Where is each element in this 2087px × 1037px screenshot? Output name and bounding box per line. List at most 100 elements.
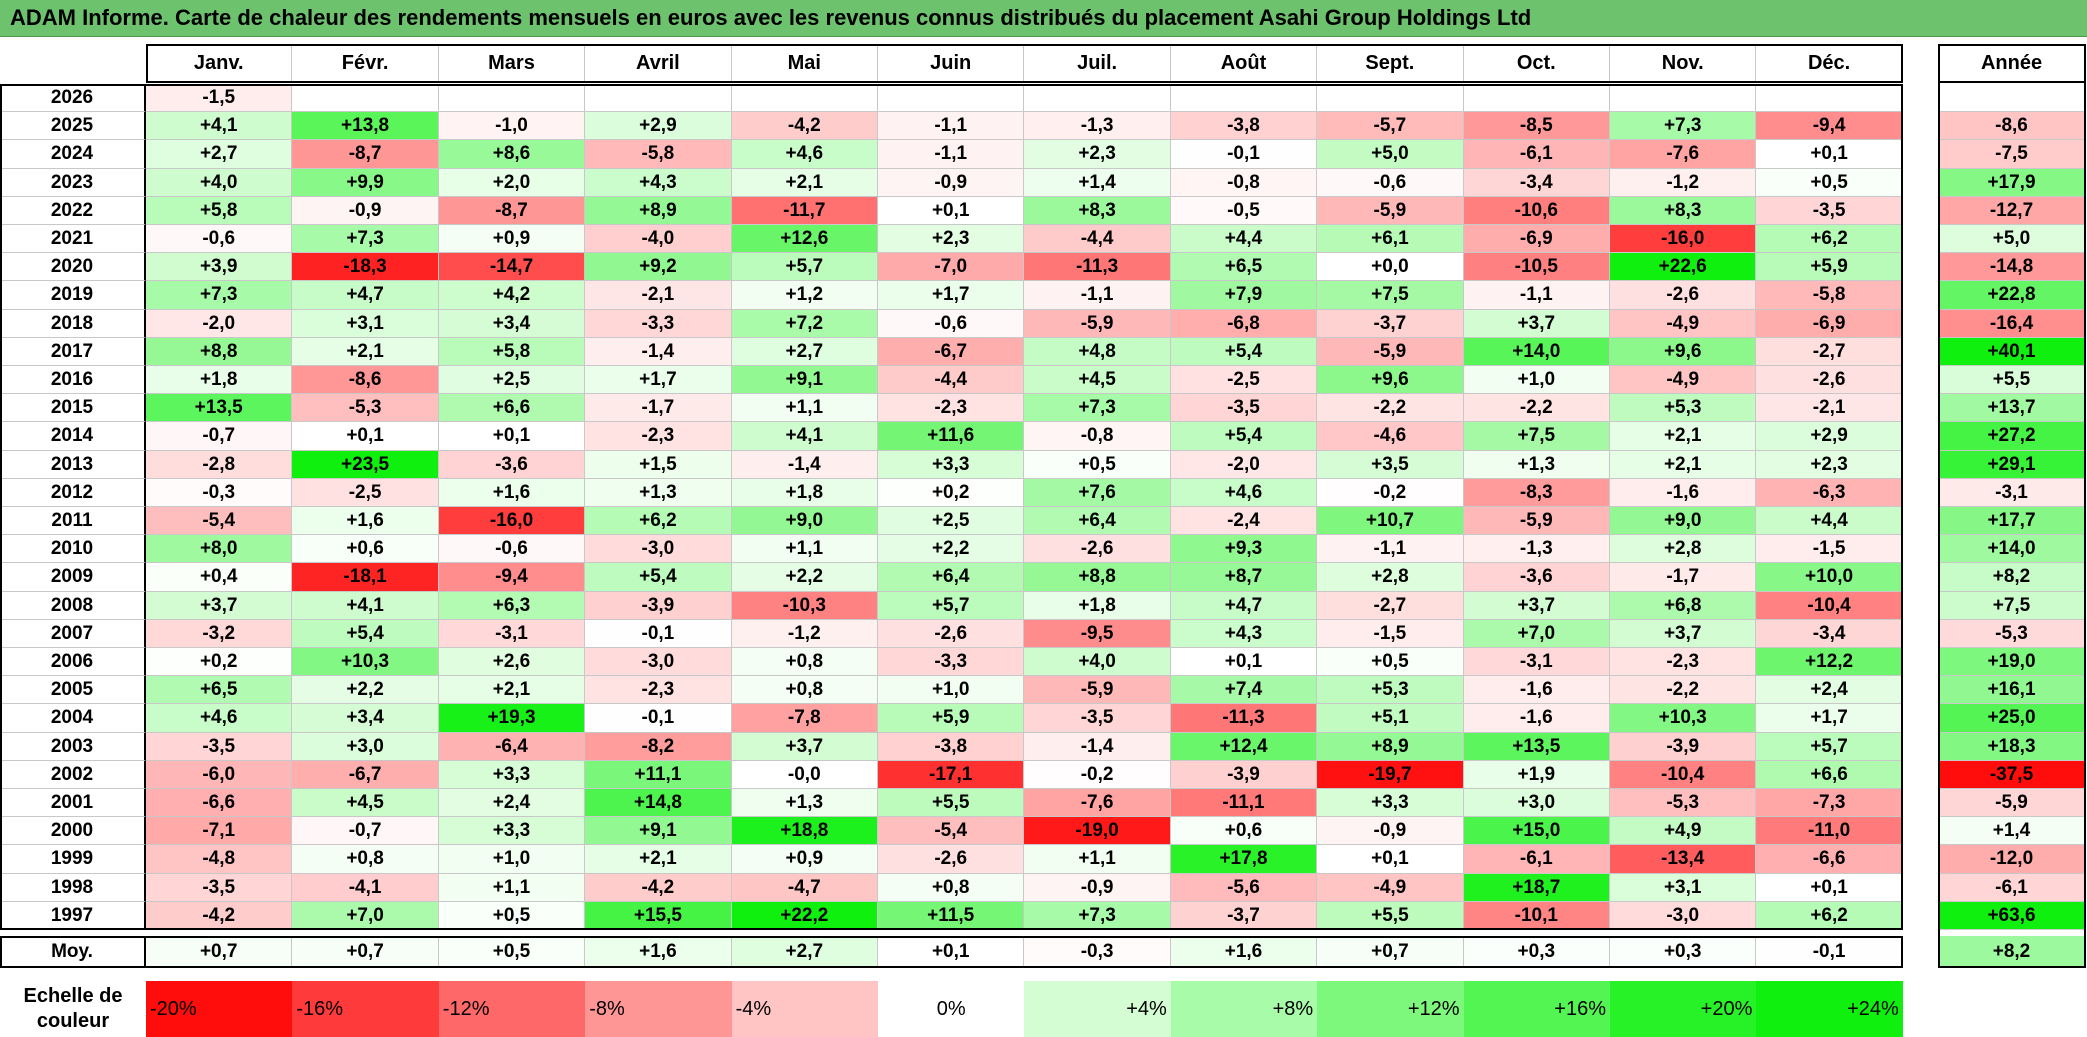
heatmap-cell: +5,7 bbox=[731, 253, 878, 282]
heatmap-cell: -5,4 bbox=[146, 507, 293, 536]
average-cell: +0,5 bbox=[438, 936, 586, 968]
heatmap-cell: -3,9 bbox=[1170, 760, 1318, 789]
heatmap-cell: -2,6 bbox=[878, 619, 1025, 648]
heatmap-cell: +8,6 bbox=[438, 140, 586, 169]
row-year-label: 2024 bbox=[0, 140, 146, 169]
annual-cell: +27,2 bbox=[1938, 422, 2086, 451]
heatmap-cell: +7,3 bbox=[1024, 394, 1171, 423]
heatmap-cell: +8,0 bbox=[146, 535, 293, 564]
heatmap-cell: -0,6 bbox=[438, 535, 586, 564]
heatmap-cell: -3,6 bbox=[1463, 563, 1610, 592]
heatmap-cell: -1,6 bbox=[1463, 704, 1610, 733]
column-header: Mai bbox=[731, 44, 878, 83]
heatmap-cell: -5,4 bbox=[878, 817, 1025, 846]
heatmap-cell: +1,8 bbox=[731, 478, 878, 507]
heatmap-cell: +0,1 bbox=[1317, 845, 1464, 874]
heatmap-cell: -1,4 bbox=[1024, 732, 1171, 761]
average-cell: +0,7 bbox=[1317, 936, 1464, 968]
heatmap-cell: -5,7 bbox=[1317, 112, 1464, 141]
heatmap-cell: +4,1 bbox=[146, 112, 293, 141]
heatmap-cell: -2,6 bbox=[878, 845, 1025, 874]
row-year-label: 2025 bbox=[0, 112, 146, 141]
heatmap-cell: +13,5 bbox=[1463, 732, 1610, 761]
row-year-label: 2018 bbox=[0, 309, 146, 338]
heatmap-cell: +17,8 bbox=[1170, 845, 1318, 874]
heatmap-cell: +3,3 bbox=[438, 817, 586, 846]
heatmap-cell: -6,1 bbox=[1463, 140, 1610, 169]
heatmap-cell: +8,8 bbox=[146, 337, 293, 366]
heatmap-cell: +5,3 bbox=[1317, 676, 1464, 705]
heatmap-cell: -6,0 bbox=[146, 760, 293, 789]
heatmap-cell: +6,4 bbox=[1024, 507, 1171, 536]
heatmap-cell: -2,5 bbox=[292, 478, 439, 507]
column-header: Juin bbox=[878, 44, 1025, 83]
column-header: Déc. bbox=[1756, 44, 1903, 83]
heatmap-cell: +7,3 bbox=[146, 281, 293, 310]
heatmap-cell: -8,6 bbox=[292, 366, 439, 395]
annual-cell bbox=[1938, 84, 2086, 113]
heatmap-cell: +4,2 bbox=[438, 281, 586, 310]
heatmap-cell: -0,0 bbox=[731, 760, 878, 789]
heatmap-cell: +13,8 bbox=[292, 112, 439, 141]
heatmap-cell: +7,6 bbox=[1024, 478, 1171, 507]
heatmap-cell: -4,6 bbox=[1317, 422, 1464, 451]
annual-cell: -14,8 bbox=[1938, 253, 2086, 282]
heatmap-cell: -6,1 bbox=[1463, 845, 1610, 874]
heatmap-cell: +2,1 bbox=[731, 168, 878, 197]
heatmap-cell: -2,7 bbox=[1317, 591, 1464, 620]
heatmap-cell: -3,7 bbox=[1317, 309, 1464, 338]
heatmap-cell: +1,7 bbox=[1756, 704, 1903, 733]
heatmap-cell: +4,5 bbox=[1024, 366, 1171, 395]
color-scale-stop: +4% bbox=[1024, 981, 1171, 1037]
heatmap-cell: -3,5 bbox=[1756, 196, 1903, 225]
annual-cell: -16,4 bbox=[1938, 309, 2086, 338]
heatmap-cell: -3,2 bbox=[146, 619, 293, 648]
heatmap-cell: +1,8 bbox=[146, 366, 293, 395]
color-scale-stop: +20% bbox=[1610, 981, 1757, 1037]
heatmap-cell: +2,1 bbox=[1610, 422, 1757, 451]
color-scale-stop: +24% bbox=[1756, 981, 1903, 1037]
color-scale-stop: +16% bbox=[1463, 981, 1610, 1037]
heatmap-cell: -6,6 bbox=[146, 789, 293, 818]
heatmap-cell: +2,8 bbox=[1317, 563, 1464, 592]
heatmap-cell: -9,5 bbox=[1024, 619, 1171, 648]
heatmap-cell: -5,9 bbox=[1463, 507, 1610, 536]
heatmap-cell: -2,4 bbox=[1170, 507, 1318, 536]
heatmap-cell: -4,1 bbox=[292, 873, 439, 902]
heatmap-cell: +4,1 bbox=[292, 591, 439, 620]
heatmap-cell: +5,5 bbox=[1317, 901, 1464, 930]
heatmap-cell: -0,2 bbox=[1024, 760, 1171, 789]
heatmap-cell: -16,0 bbox=[1610, 225, 1757, 254]
heatmap-cell: +10,3 bbox=[292, 648, 439, 677]
heatmap-cell: +4,6 bbox=[146, 704, 293, 733]
heatmap-cell: -11,3 bbox=[1024, 253, 1171, 282]
column-header: Août bbox=[1170, 44, 1318, 83]
heatmap-cell: +4,7 bbox=[292, 281, 439, 310]
heatmap-cell: -4,4 bbox=[1024, 225, 1171, 254]
row-year-label: 2022 bbox=[0, 196, 146, 225]
heatmap-cell: +23,5 bbox=[292, 450, 439, 479]
heatmap-cell: -7,8 bbox=[731, 704, 878, 733]
heatmap-cell: -0,6 bbox=[1317, 168, 1464, 197]
heatmap-cell: -2,5 bbox=[1170, 366, 1318, 395]
heatmap-cell: +9,1 bbox=[731, 366, 878, 395]
heatmap-cell: -17,1 bbox=[878, 760, 1025, 789]
heatmap-cell: -5,8 bbox=[585, 140, 732, 169]
heatmap-cell: -7,6 bbox=[1610, 140, 1757, 169]
heatmap-cell: +12,2 bbox=[1756, 648, 1903, 677]
heatmap-cell: +2,7 bbox=[731, 337, 878, 366]
heatmap-cell: +11,1 bbox=[585, 760, 732, 789]
average-cell: -0,3 bbox=[1024, 936, 1171, 968]
heatmap-cell: +3,0 bbox=[1463, 789, 1610, 818]
heatmap-cell: -5,8 bbox=[1756, 281, 1903, 310]
heatmap-cell: -4,8 bbox=[146, 845, 293, 874]
heatmap-cell: +7,3 bbox=[1024, 901, 1171, 930]
heatmap-cell bbox=[438, 84, 586, 113]
heatmap-cell: +1,0 bbox=[438, 845, 586, 874]
average-cell: +2,7 bbox=[731, 936, 878, 968]
annual-cell: +14,0 bbox=[1938, 535, 2086, 564]
heatmap-cell: +1,1 bbox=[438, 873, 586, 902]
heatmap-cell: +4,0 bbox=[146, 168, 293, 197]
heatmap-cell: -5,3 bbox=[1610, 789, 1757, 818]
heatmap-cell: -11,3 bbox=[1170, 704, 1318, 733]
